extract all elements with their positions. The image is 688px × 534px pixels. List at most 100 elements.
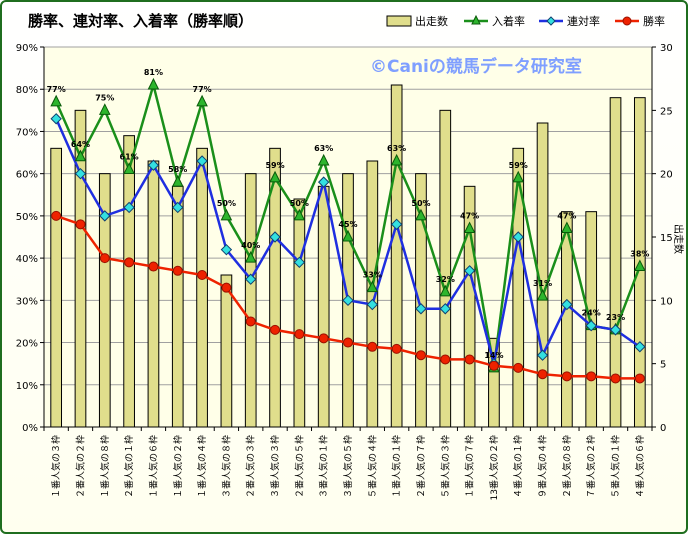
category-label: ２番人気の７枠: [415, 435, 427, 498]
point-marker: [367, 341, 378, 352]
category-label: ２番人気の８枠: [561, 435, 573, 498]
data-label: 81%: [144, 68, 163, 77]
data-label: 77%: [47, 85, 66, 94]
point-marker: [197, 270, 208, 280]
legend-label: 連対率: [567, 14, 600, 28]
point-marker: [123, 201, 135, 214]
point-marker: [50, 113, 62, 125]
point-marker: [270, 324, 281, 335]
point-marker: [99, 210, 111, 222]
data-label: 31%: [533, 279, 552, 288]
category-label: ３番人気の３枠: [269, 435, 281, 498]
category-label: ９番人気の４枠: [537, 435, 549, 498]
data-label: 64%: [71, 140, 90, 149]
point-marker: [586, 371, 597, 382]
point-marker: [440, 354, 451, 365]
point-marker: [75, 219, 86, 230]
right-tick-label: 15: [660, 233, 673, 244]
point-marker: [147, 159, 160, 171]
point-marker: [634, 373, 645, 384]
point-marker: [220, 208, 233, 221]
point-marker: [172, 201, 184, 214]
category-label: 13番人気の２枠: [488, 435, 500, 500]
point-marker: [196, 94, 208, 107]
category-label: ２番人気の２枠: [74, 435, 86, 498]
right-tick-label: 0: [660, 423, 666, 434]
category-label: ２番人気の１枠: [123, 435, 135, 498]
data-label: 45%: [338, 220, 357, 229]
point-marker: [390, 218, 403, 231]
bar: [123, 135, 135, 428]
right-tick-label: 20: [660, 170, 673, 181]
left-tick-label: 40%: [16, 254, 38, 265]
point-marker: [221, 282, 232, 293]
bar-series: [50, 84, 646, 428]
data-label: 23%: [606, 313, 625, 322]
data-label: 63%: [387, 144, 406, 153]
point-marker: [366, 298, 379, 311]
data-labels: 77% 64% 75% 61% 81% 58% 77% 50% 40% 59% 50% 63% 45% 3…: [47, 68, 650, 360]
point-marker: [317, 153, 330, 166]
point-marker: [342, 294, 354, 307]
watermark: ©Caniの競馬データ研究室: [370, 56, 582, 77]
point-marker: [634, 259, 646, 272]
bar: [50, 147, 63, 428]
category-label: ７番人気の２枠: [585, 435, 597, 498]
bar: [244, 173, 257, 428]
legend: 出走数 入着率 連対率 勝率: [386, 14, 665, 28]
point-marker: [512, 231, 524, 243]
data-label: 40%: [241, 241, 260, 250]
point-marker: [463, 265, 476, 277]
left-tick-label: 10%: [16, 381, 38, 392]
bar: [220, 274, 233, 428]
category-label: ５番人気の１枠: [610, 435, 622, 498]
point-marker: [561, 298, 573, 311]
data-label: 47%: [460, 212, 479, 221]
bar: [147, 160, 160, 428]
left-tick-label: 20%: [16, 339, 38, 350]
category-label: ３番人気の５枠: [342, 435, 354, 498]
point-marker: [294, 329, 305, 340]
legend-marker: [471, 14, 481, 25]
category-label: １番人気の４枠: [196, 435, 208, 498]
data-label: 58%: [168, 165, 187, 174]
left-tick-label: 30%: [16, 296, 38, 307]
bar: [196, 147, 208, 428]
right-tick-label: 25: [660, 106, 673, 117]
category-label: ５番人気の３枠: [439, 435, 451, 498]
category-label: ４番人気の６枠: [634, 435, 646, 498]
point-marker: [463, 221, 476, 234]
category-label: １番人気の７枠: [464, 435, 476, 498]
data-label: 33%: [363, 271, 382, 280]
bar: [317, 185, 330, 428]
right-tick-label: 10: [660, 296, 673, 307]
point-marker: [50, 94, 62, 107]
category-label: １番人気の６枠: [147, 435, 159, 498]
point-marker: [464, 354, 475, 365]
category-label: ２番人気の５枠: [293, 435, 305, 498]
point-marker: [317, 176, 330, 188]
point-marker: [269, 170, 281, 183]
right-axis-title: 出走数: [672, 224, 685, 254]
point-marker: [561, 221, 573, 234]
point-marker: [147, 77, 160, 90]
chart-title: 勝率、連対率、入着率（勝率順）: [28, 12, 253, 30]
point-marker: [293, 208, 306, 221]
data-label: 59%: [509, 161, 528, 170]
point-marker: [391, 343, 402, 354]
point-marker: [98, 103, 111, 115]
data-label: 47%: [557, 212, 576, 221]
data-label: 50%: [290, 199, 309, 208]
point-marker: [171, 174, 184, 187]
point-marker: [609, 324, 622, 336]
point-marker: [269, 231, 281, 243]
point-marker: [172, 265, 183, 276]
point-marker: [245, 273, 257, 285]
legend-label: 入着率: [492, 14, 525, 28]
point-marker: [439, 303, 451, 315]
left-tick-label: 50%: [16, 212, 38, 223]
point-marker: [585, 319, 597, 332]
point-marker: [244, 250, 257, 263]
point-marker: [415, 303, 427, 315]
